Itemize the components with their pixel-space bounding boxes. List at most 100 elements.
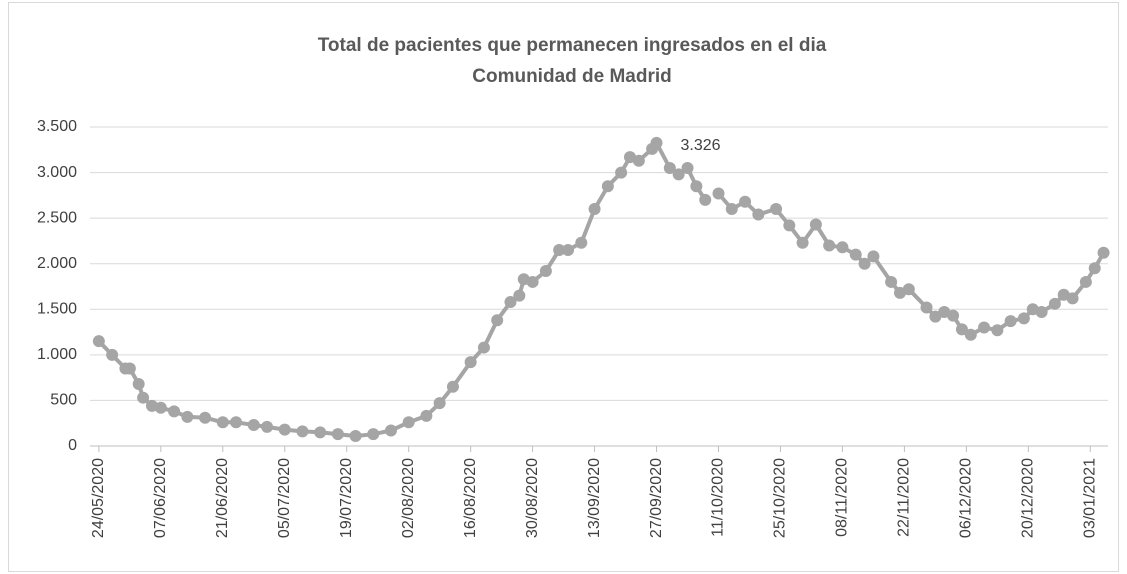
- marker: [261, 420, 274, 433]
- marker: [809, 218, 822, 231]
- x-tick-label: 07/06/2020: [152, 458, 169, 538]
- y-tick-label: 1.500: [37, 301, 77, 318]
- marker: [539, 265, 552, 278]
- marker: [823, 239, 836, 252]
- marker: [681, 162, 694, 175]
- y-tick-label: 2.000: [37, 255, 77, 272]
- marker: [420, 409, 433, 422]
- chart-subtitle: Comunidad de Madrid: [472, 66, 672, 87]
- marker: [553, 244, 566, 257]
- marker: [168, 405, 181, 418]
- marker: [699, 193, 712, 206]
- chart-title: Total de pacientes que permanecen ingres…: [318, 35, 827, 56]
- marker: [588, 203, 601, 216]
- marker: [1079, 275, 1092, 288]
- marker: [137, 391, 150, 404]
- marker: [446, 380, 459, 393]
- marker: [690, 180, 703, 193]
- marker: [955, 323, 968, 336]
- marker: [929, 310, 942, 323]
- marker: [314, 426, 327, 439]
- marker: [964, 328, 977, 341]
- chart-frame: [8, 2, 1119, 572]
- marker: [650, 136, 663, 149]
- marker: [1004, 315, 1017, 328]
- marker: [477, 341, 490, 354]
- marker: [712, 187, 725, 200]
- marker: [1097, 246, 1110, 259]
- marker: [752, 208, 765, 221]
- marker: [513, 289, 526, 302]
- x-tick-label: 05/07/2020: [276, 458, 293, 538]
- marker: [181, 410, 194, 423]
- x-tick-label: 21/06/2020: [214, 458, 231, 538]
- marker: [632, 154, 645, 167]
- marker: [278, 423, 291, 436]
- y-tick-label: 3.000: [37, 164, 77, 181]
- marker: [672, 168, 685, 181]
- x-tick-label: 13/09/2020: [586, 458, 603, 538]
- marker: [464, 356, 477, 369]
- x-tick-label: 20/12/2020: [1020, 458, 1037, 538]
- y-tick-label: 2.500: [37, 209, 77, 226]
- marker: [849, 248, 862, 261]
- marker: [1066, 292, 1079, 305]
- y-tick-label: 3.500: [37, 118, 77, 135]
- x-tick-label: 25/10/2020: [772, 458, 789, 538]
- x-tick-label: 06/12/2020: [958, 458, 975, 538]
- marker: [796, 236, 809, 249]
- marker: [349, 429, 362, 442]
- marker: [867, 250, 880, 263]
- marker: [575, 236, 588, 249]
- marker: [132, 378, 145, 391]
- marker: [216, 416, 229, 429]
- y-tick-label: 500: [50, 392, 77, 409]
- y-tick-label: 0: [68, 437, 77, 454]
- marker: [885, 275, 898, 288]
- x-tick-label: 22/11/2020: [896, 458, 913, 537]
- marker: [991, 324, 1004, 337]
- x-tick-label: 03/01/2021: [1082, 458, 1099, 538]
- marker: [836, 241, 849, 254]
- marker: [947, 309, 960, 322]
- marker: [384, 424, 397, 437]
- marker: [739, 195, 752, 208]
- marker: [902, 283, 915, 296]
- x-tick-label: 19/07/2020: [338, 458, 355, 538]
- marker: [296, 425, 309, 438]
- marker: [526, 275, 539, 288]
- data-label: 3.326: [681, 137, 721, 154]
- marker: [725, 203, 738, 216]
- series-line: [716, 192, 1106, 337]
- marker: [978, 321, 991, 334]
- marker: [123, 362, 136, 375]
- x-tick-label: 30/08/2020: [524, 458, 541, 538]
- marker: [1088, 262, 1101, 275]
- marker: [783, 219, 796, 232]
- marker: [247, 419, 260, 432]
- x-tick-label: 24/05/2020: [90, 458, 107, 538]
- marker: [92, 335, 105, 348]
- marker: [504, 295, 517, 308]
- marker: [1048, 297, 1061, 310]
- marker: [920, 301, 933, 314]
- marker: [331, 428, 344, 441]
- marker: [199, 411, 212, 424]
- marker: [106, 348, 119, 361]
- marker: [663, 162, 676, 175]
- marker: [858, 257, 871, 270]
- marker: [1035, 306, 1048, 319]
- marker: [1017, 312, 1030, 325]
- marker: [615, 166, 628, 179]
- marker: [402, 416, 415, 429]
- marker: [770, 203, 783, 216]
- marker: [433, 397, 446, 410]
- marker: [562, 244, 575, 257]
- x-tick-label: 11/10/2020: [710, 458, 727, 537]
- marker: [601, 180, 614, 193]
- marker: [230, 416, 243, 429]
- y-tick-label: 1.000: [37, 346, 77, 363]
- x-tick-label: 16/08/2020: [462, 458, 479, 538]
- x-tick-label: 02/08/2020: [400, 458, 417, 538]
